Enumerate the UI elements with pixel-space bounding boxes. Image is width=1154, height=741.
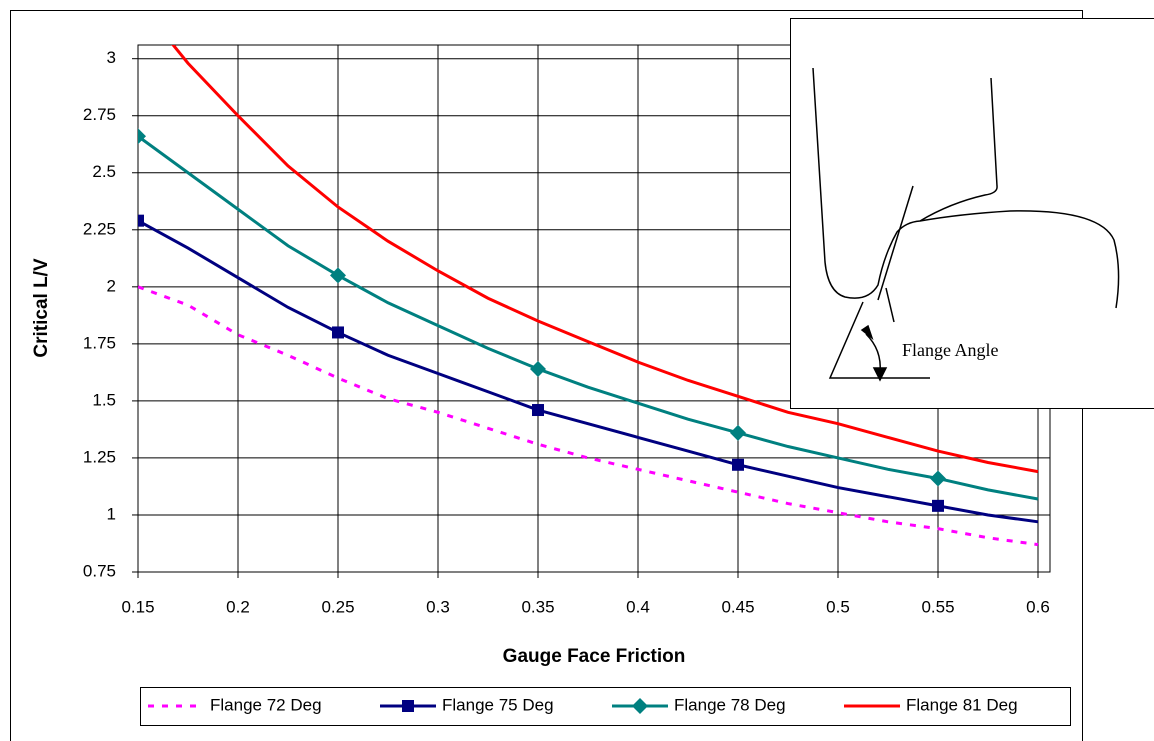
y-tick-label: 0.75 <box>83 561 116 580</box>
x-tick-label: 0.55 <box>921 597 954 616</box>
y-tick-label: 3 <box>107 48 116 67</box>
series-line <box>138 219 1039 524</box>
x-axis-title: Gauge Face Friction <box>503 646 686 667</box>
marker <box>138 128 146 145</box>
x-tick-label: 0.5 <box>826 597 850 616</box>
x-tick-label: 0.25 <box>321 597 354 616</box>
inset-label: Flange Angle <box>902 340 999 360</box>
y-tick-label: 1.5 <box>92 390 116 409</box>
legend-label: Flange 75 Deg <box>442 695 554 714</box>
marker <box>932 499 944 512</box>
legend-items: Flange 72 Deg Flange 75 Deg Flange 78 Deg F… <box>148 695 1018 714</box>
y-tick-label: 1 <box>107 504 116 523</box>
inset-diagram: Flange Angle <box>790 18 1154 409</box>
y-tick-label: 1.75 <box>83 333 116 352</box>
marker <box>632 698 648 714</box>
marker <box>330 267 346 284</box>
y-axis-title: Critical L/V <box>31 258 52 358</box>
x-tick-label: 0.3 <box>426 597 450 616</box>
y-tick-label: 2.75 <box>83 105 116 124</box>
legend <box>140 687 1071 726</box>
series-line <box>171 45 1039 474</box>
marker <box>530 360 546 377</box>
marker <box>138 214 144 227</box>
series-line <box>138 135 1039 501</box>
x-tick-label: 0.2 <box>226 597 250 616</box>
legend-label: Flange 72 Deg <box>210 695 322 714</box>
y-tick-label: 2.5 <box>92 162 116 181</box>
x-tick-label: 0.45 <box>721 597 754 616</box>
marker <box>730 424 746 441</box>
wheel-rail-sketch <box>812 67 1120 382</box>
legend-label: Flange 78 Deg <box>674 695 786 714</box>
marker <box>930 470 946 487</box>
plot <box>138 45 1039 547</box>
y-tick-label: 2 <box>107 276 116 295</box>
y-tick-label: 1.25 <box>83 447 116 466</box>
marker <box>402 700 414 712</box>
x-tick-label: 0.4 <box>626 597 650 616</box>
marker <box>532 404 544 417</box>
marker <box>332 326 344 339</box>
x-tick-label: 0.15 <box>121 597 154 616</box>
marker <box>732 458 744 471</box>
x-tick-label: 0.35 <box>521 597 554 616</box>
series-line <box>138 285 1039 547</box>
legend-label: Flange 81 Deg <box>906 695 1018 714</box>
x-tick-label: 0.6 <box>1026 597 1050 616</box>
y-tick-label: 2.25 <box>83 219 116 238</box>
